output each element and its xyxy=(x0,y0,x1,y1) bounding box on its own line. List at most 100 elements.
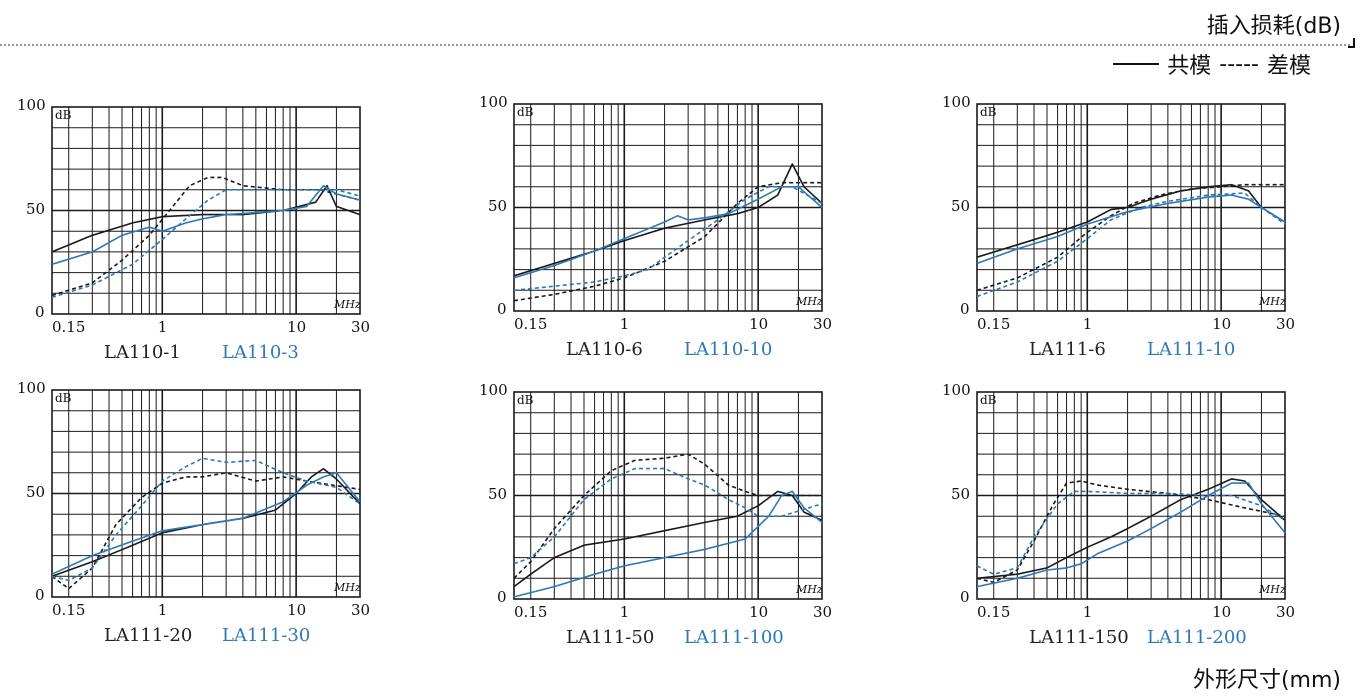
series-line-black-solid xyxy=(976,478,1286,580)
y-unit-label: dB xyxy=(55,108,72,122)
series-line-black-dashed xyxy=(976,183,1285,292)
series-line-black-dashed xyxy=(513,453,822,579)
chart-panel-la111-6: 100 50 0 dB MHz 0.15 1 10 30 LA111-6 LA111-10 xyxy=(925,92,1363,392)
chart-svg xyxy=(51,389,361,598)
series-line-blue-solid xyxy=(513,490,823,598)
series-line-black-solid xyxy=(976,183,1286,258)
x-tick-label: 30 xyxy=(1276,315,1296,333)
y-tick-label: 100 xyxy=(17,379,46,397)
chart-svg xyxy=(513,103,823,312)
y-tick-label: 0 xyxy=(497,300,507,318)
caption-black-model: LA111-6 xyxy=(1029,339,1106,360)
y-unit-label: dB xyxy=(517,105,534,119)
series-line-blue-solid xyxy=(976,482,1286,588)
caption-blue-model: LA110-10 xyxy=(684,339,773,360)
series-line-black-dashed xyxy=(51,472,361,590)
caption-blue-model: LA111-100 xyxy=(684,627,784,648)
y-unit-label: dB xyxy=(517,393,534,407)
series-line-blue-dashed xyxy=(976,192,1286,298)
x-tick-label: 0.15 xyxy=(514,603,548,621)
x-tick-label: 1 xyxy=(1082,603,1093,621)
dotted-divider xyxy=(0,44,1350,46)
chart-panel-la111-150: 100 50 0 dB MHz 0.15 1 10 30 LA111-150 LA111-200 xyxy=(925,380,1363,680)
y-tick-label: 50 xyxy=(951,484,971,503)
legend-solid-label: 共模 xyxy=(1167,54,1212,79)
chart-svg xyxy=(976,391,1286,600)
x-tick-label: 0.15 xyxy=(52,318,86,336)
x-tick-label: 0.15 xyxy=(514,315,548,333)
chart-panel-la111-50: 100 50 0 dB MHz 0.15 1 10 30 LA111-50 LA111-100 xyxy=(462,380,902,680)
x-unit-label: MHz xyxy=(1259,295,1286,308)
y-tick-label: 100 xyxy=(17,96,46,114)
x-tick-label: 1 xyxy=(157,318,168,336)
x-tick-label: 10 xyxy=(749,603,769,621)
x-unit-label: MHz xyxy=(796,583,823,596)
chart-panel-la111-20: 100 50 0 dB MHz 0.15 1 10 30 LA111-20 LA111-30 xyxy=(0,378,440,678)
x-tick-label: 30 xyxy=(813,315,833,333)
series-line-black-dashed xyxy=(51,176,361,297)
series-line-blue-dashed xyxy=(513,467,823,565)
x-tick-label: 1 xyxy=(619,603,630,621)
y-tick-label: 50 xyxy=(951,196,971,215)
header-title: 插入损耗(dB) xyxy=(1206,14,1341,39)
x-tick-label: 30 xyxy=(1276,603,1296,621)
x-tick-label: 0.15 xyxy=(52,601,86,619)
footer-title: 外形尺寸(mm) xyxy=(1192,668,1341,693)
y-tick-label: 0 xyxy=(35,586,45,604)
y-tick-label: 100 xyxy=(479,381,508,399)
y-tick-label: 100 xyxy=(479,93,508,111)
x-tick-label: 10 xyxy=(749,315,769,333)
series-line-blue-solid xyxy=(513,186,823,279)
caption-black-model: LA111-20 xyxy=(104,625,193,646)
y-tick-label: 50 xyxy=(488,484,508,503)
legend-solid-line xyxy=(1113,63,1160,65)
series-line-blue-solid xyxy=(976,194,1286,265)
series-line-blue-dashed xyxy=(976,490,1286,575)
caption-black-model: LA111-50 xyxy=(566,627,655,648)
x-tick-label: 0.15 xyxy=(977,603,1011,621)
x-unit-label: MHz xyxy=(334,298,361,311)
x-unit-label: MHz xyxy=(796,295,823,308)
x-tick-label: 10 xyxy=(1212,603,1232,621)
caption-black-model: LA110-6 xyxy=(566,339,643,360)
y-unit-label: dB xyxy=(980,105,997,119)
y-unit-label: dB xyxy=(980,393,997,407)
series-line-black-dashed xyxy=(513,181,822,302)
x-tick-label: 1 xyxy=(619,315,630,333)
caption-blue-model: LA110-3 xyxy=(222,342,299,363)
series-line-black-solid xyxy=(513,490,823,588)
caption-black-model: LA111-150 xyxy=(1029,627,1129,648)
x-tick-label: 30 xyxy=(351,318,371,336)
series-line-black-dashed xyxy=(976,480,1286,584)
x-tick-label: 10 xyxy=(287,318,307,336)
y-tick-label: 100 xyxy=(942,93,971,111)
legend: 共模 ----- 差模 xyxy=(1113,48,1311,80)
y-tick-label: 0 xyxy=(35,303,45,321)
y-tick-label: 50 xyxy=(488,196,508,215)
y-tick-label: 100 xyxy=(942,381,971,399)
series-line-blue-dashed xyxy=(513,186,823,292)
chart-panel-la110-6: 100 50 0 dB MHz 0.15 1 10 30 LA110-6 LA110-10 xyxy=(462,92,902,392)
caption-blue-model: LA111-10 xyxy=(1147,339,1236,360)
x-tick-label: 1 xyxy=(1082,315,1093,333)
x-unit-label: MHz xyxy=(1259,583,1286,596)
y-tick-label: 0 xyxy=(497,588,507,606)
chart-svg xyxy=(51,106,361,315)
y-tick-label: 50 xyxy=(26,199,46,218)
series-line-blue-solid xyxy=(51,472,361,575)
legend-dashed-label: 差模 xyxy=(1266,54,1311,79)
caption-blue-model: LA111-30 xyxy=(222,625,311,646)
series-line-blue-solid xyxy=(51,184,361,266)
y-tick-label: 50 xyxy=(26,482,46,501)
y-unit-label: dB xyxy=(55,391,72,405)
series-line-blue-dashed xyxy=(51,189,361,299)
x-tick-label: 10 xyxy=(1212,315,1232,333)
caption-black-model: LA110-1 xyxy=(104,342,181,363)
x-tick-label: 1 xyxy=(157,601,168,619)
y-tick-label: 0 xyxy=(960,300,970,318)
chart-svg xyxy=(513,391,823,600)
legend-dashed-line: ----- xyxy=(1219,51,1259,77)
chart-svg xyxy=(976,103,1286,312)
series-line-black-solid xyxy=(51,467,361,578)
x-unit-label: MHz xyxy=(334,581,361,594)
